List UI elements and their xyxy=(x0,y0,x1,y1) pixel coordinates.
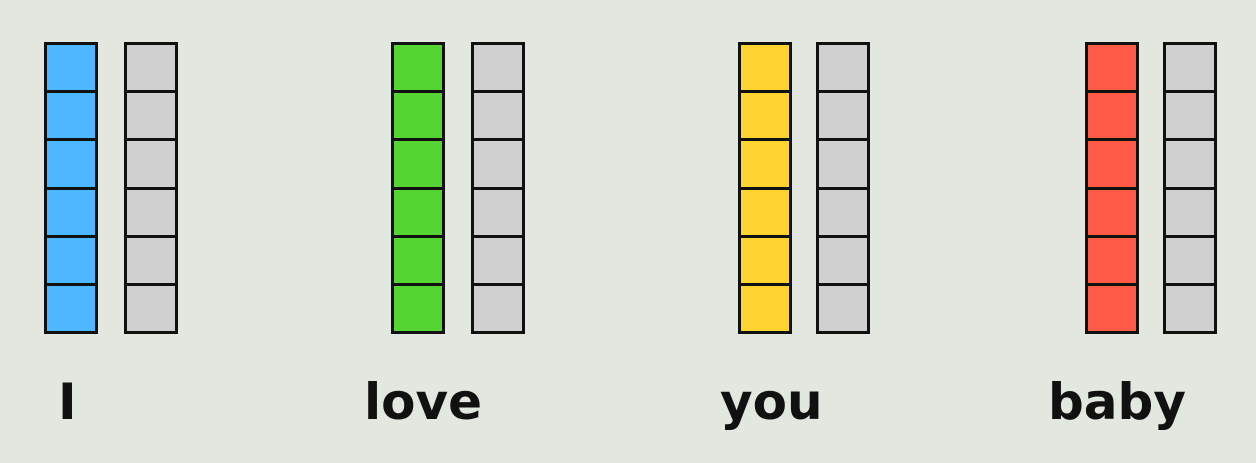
vector-cell xyxy=(127,45,175,94)
vector-cell xyxy=(394,45,442,94)
embedding-vector-filled xyxy=(738,42,792,334)
embedding-vector-empty xyxy=(471,42,525,334)
embedding-vector-empty xyxy=(816,42,870,334)
vector-cell xyxy=(1166,237,1214,286)
vector-cell xyxy=(47,189,95,238)
token-label: I xyxy=(58,373,77,431)
vector-cell xyxy=(1166,141,1214,190)
embedding-vector-filled xyxy=(391,42,445,334)
vector-cell xyxy=(127,141,175,190)
vector-cell xyxy=(741,237,789,286)
vector-cell xyxy=(474,237,522,286)
vector-cell xyxy=(127,93,175,142)
token-label: you xyxy=(720,373,823,431)
vector-cell xyxy=(1166,45,1214,94)
vector-cell xyxy=(741,93,789,142)
vector-cell xyxy=(474,93,522,142)
vector-cell xyxy=(819,141,867,190)
vector-cell xyxy=(1088,285,1136,332)
vector-cell xyxy=(1088,93,1136,142)
embedding-vector-filled xyxy=(1085,42,1139,334)
vector-cell xyxy=(1088,45,1136,94)
vector-cell xyxy=(474,189,522,238)
vector-cell xyxy=(1088,237,1136,286)
vector-cell xyxy=(819,45,867,94)
embedding-vector-filled xyxy=(44,42,98,334)
vector-cell xyxy=(819,237,867,286)
vector-cell xyxy=(47,141,95,190)
vector-cell xyxy=(394,93,442,142)
vector-cell xyxy=(127,285,175,332)
vector-cell xyxy=(741,189,789,238)
vector-cell xyxy=(741,285,789,332)
vector-cell xyxy=(819,189,867,238)
vector-cell xyxy=(127,189,175,238)
vector-cell xyxy=(47,93,95,142)
vector-cell xyxy=(47,285,95,332)
embedding-vector-empty xyxy=(1163,42,1217,334)
vector-cell xyxy=(394,237,442,286)
vector-cell xyxy=(1088,141,1136,190)
vector-cell xyxy=(1166,285,1214,332)
vector-cell xyxy=(127,237,175,286)
vector-cell xyxy=(394,189,442,238)
vector-cell xyxy=(394,285,442,332)
vector-cell xyxy=(1166,189,1214,238)
vector-cell xyxy=(47,237,95,286)
vector-cell xyxy=(474,141,522,190)
vector-cell xyxy=(1166,93,1214,142)
vector-cell xyxy=(474,285,522,332)
token-label: love xyxy=(364,373,482,431)
vector-cell xyxy=(741,141,789,190)
vector-cell xyxy=(819,93,867,142)
vector-cell xyxy=(394,141,442,190)
vector-cell xyxy=(47,45,95,94)
token-label: baby xyxy=(1048,373,1186,431)
vector-cell xyxy=(1088,189,1136,238)
vector-cell xyxy=(741,45,789,94)
vector-cell xyxy=(819,285,867,332)
vector-cell xyxy=(474,45,522,94)
embedding-vector-empty xyxy=(124,42,178,334)
